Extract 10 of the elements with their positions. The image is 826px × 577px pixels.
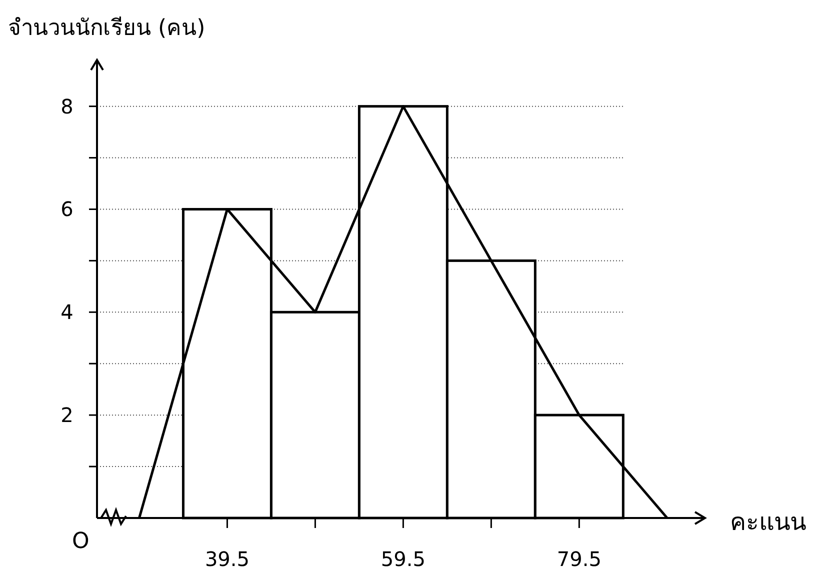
text: O — [72, 529, 90, 554]
y-tick-label: 8 — [60, 94, 74, 118]
x-tick-label: 59.5 — [380, 547, 426, 571]
y-tick-label: 2 — [60, 403, 74, 428]
y-tick-label: 6 — [60, 197, 74, 222]
y-axis-title: จำนวนนักเรียน (คน) — [8, 16, 206, 41]
x-tick-label: 39.5 — [204, 547, 250, 571]
y-tick-label: 4 — [60, 300, 74, 324]
x-tick-label: 79.5 — [556, 547, 602, 571]
x-axis-title: คะแนน — [730, 508, 806, 536]
